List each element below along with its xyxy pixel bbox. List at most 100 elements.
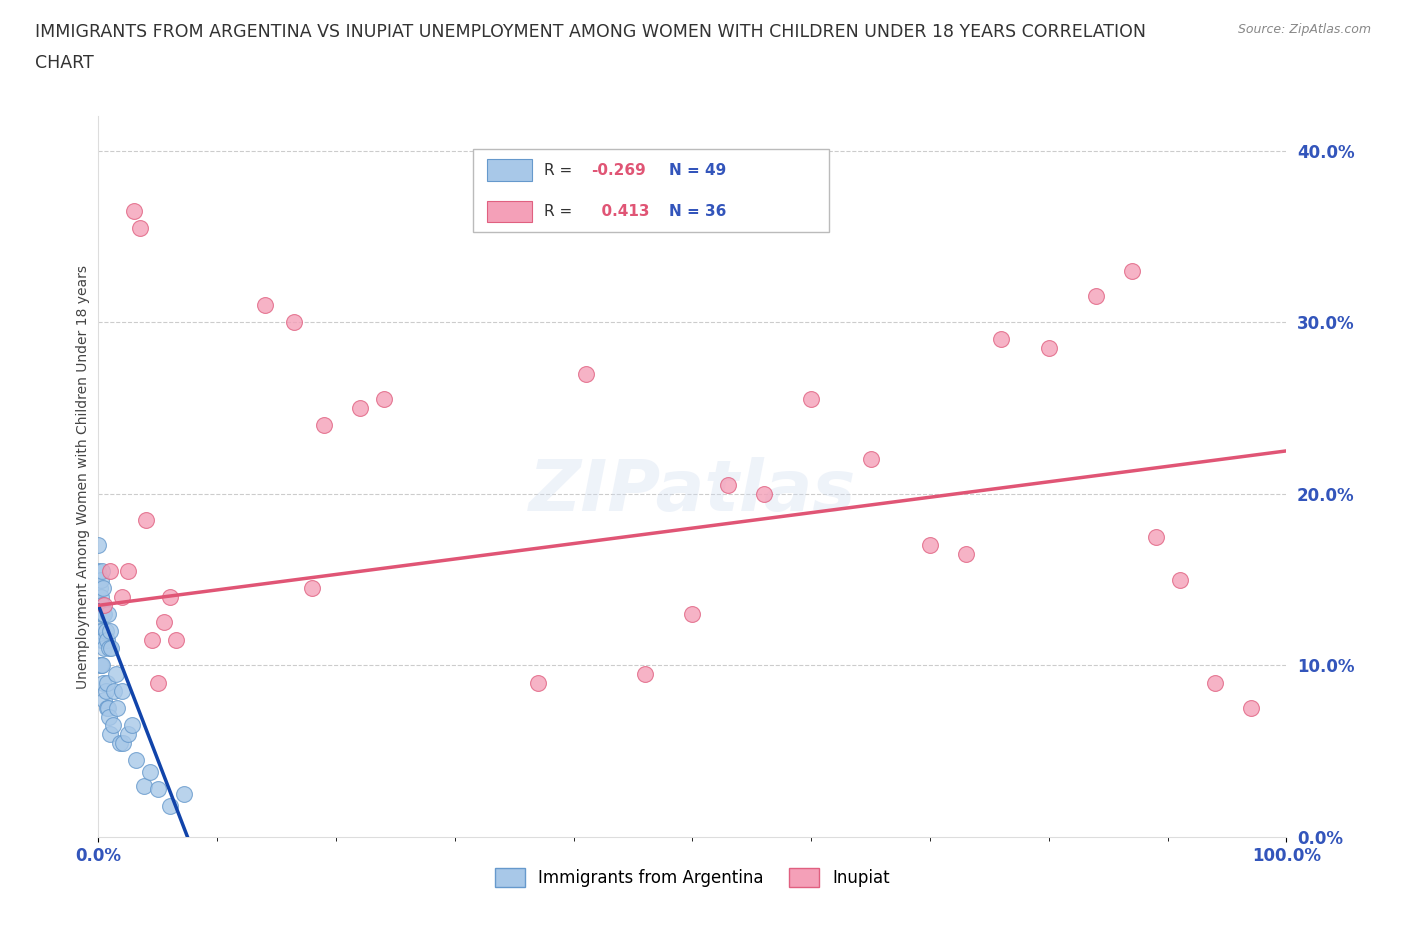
Point — [1144, 529, 1167, 544]
Point — [93, 692, 115, 707]
Point — [349, 401, 371, 416]
Point — [90, 632, 112, 647]
Point — [121, 718, 143, 733]
Point — [98, 641, 121, 656]
Point — [105, 667, 128, 682]
Point — [98, 726, 121, 741]
Point — [93, 606, 115, 621]
Point — [98, 564, 121, 578]
Point — [93, 598, 115, 613]
Point — [96, 701, 118, 716]
Point — [98, 624, 121, 639]
Point — [89, 658, 111, 672]
Point — [89, 598, 111, 613]
Point — [574, 366, 596, 381]
Point — [681, 606, 703, 621]
Point — [800, 392, 823, 406]
Point — [159, 799, 181, 814]
Point — [98, 710, 121, 724]
Point — [129, 220, 152, 235]
Point — [173, 787, 195, 802]
Point — [159, 590, 181, 604]
Point — [97, 701, 120, 716]
Point — [103, 684, 125, 698]
Legend: Immigrants from Argentina, Inupiat: Immigrants from Argentina, Inupiat — [488, 861, 897, 894]
Point — [91, 580, 114, 595]
Point — [91, 658, 114, 672]
Point — [373, 392, 395, 406]
Point — [87, 564, 110, 578]
Point — [100, 641, 122, 656]
Point — [253, 298, 276, 312]
Point — [91, 606, 114, 621]
Text: R =: R = — [544, 163, 572, 178]
Point — [1240, 701, 1263, 716]
Point — [107, 701, 129, 716]
Point — [125, 752, 148, 767]
Point — [283, 314, 305, 329]
Point — [135, 512, 157, 527]
Point — [90, 606, 112, 621]
Point — [87, 538, 110, 552]
Point — [94, 684, 117, 698]
Point — [97, 606, 120, 621]
Point — [117, 564, 139, 578]
Point — [93, 641, 115, 656]
Point — [141, 632, 163, 647]
Point — [111, 590, 134, 604]
Point — [527, 675, 550, 690]
Bar — [486, 160, 531, 181]
Point — [117, 726, 139, 741]
Point — [112, 736, 135, 751]
Point — [132, 778, 155, 793]
Point — [314, 418, 336, 432]
Point — [101, 718, 124, 733]
Text: -0.269: -0.269 — [592, 163, 647, 178]
Point — [90, 658, 112, 672]
Point — [91, 564, 114, 578]
Point — [91, 624, 114, 639]
Point — [90, 590, 112, 604]
Point — [301, 580, 323, 595]
Point — [1168, 572, 1191, 587]
Text: ZIPatlas: ZIPatlas — [529, 457, 856, 525]
Point — [108, 736, 131, 751]
Text: CHART: CHART — [35, 54, 94, 72]
Point — [752, 486, 775, 501]
Text: Source: ZipAtlas.com: Source: ZipAtlas.com — [1237, 23, 1371, 36]
Point — [90, 572, 112, 587]
Bar — [486, 201, 531, 222]
Point — [1085, 289, 1108, 304]
Point — [111, 684, 134, 698]
Text: 0.413: 0.413 — [592, 204, 650, 219]
Point — [146, 675, 169, 690]
Point — [89, 580, 111, 595]
Point — [634, 667, 657, 682]
Point — [920, 538, 942, 552]
Point — [138, 764, 160, 779]
Point — [96, 632, 118, 647]
Point — [165, 632, 187, 647]
Point — [122, 203, 145, 218]
Point — [859, 452, 882, 467]
Point — [717, 478, 740, 493]
Text: N = 36: N = 36 — [669, 204, 725, 219]
Text: R =: R = — [544, 204, 572, 219]
Point — [1204, 675, 1226, 690]
Point — [152, 615, 174, 630]
Point — [1038, 340, 1060, 355]
Point — [91, 675, 114, 690]
Point — [955, 547, 977, 562]
FancyBboxPatch shape — [472, 149, 830, 232]
Text: N = 49: N = 49 — [669, 163, 725, 178]
Point — [91, 632, 114, 647]
Point — [146, 781, 169, 796]
Point — [1121, 263, 1143, 278]
Point — [89, 624, 111, 639]
Text: IMMIGRANTS FROM ARGENTINA VS INUPIAT UNEMPLOYMENT AMONG WOMEN WITH CHILDREN UNDE: IMMIGRANTS FROM ARGENTINA VS INUPIAT UNE… — [35, 23, 1146, 41]
Y-axis label: Unemployment Among Women with Children Under 18 years: Unemployment Among Women with Children U… — [76, 265, 90, 688]
Point — [94, 624, 117, 639]
Point — [990, 332, 1012, 347]
Point — [96, 675, 118, 690]
Point — [91, 598, 114, 613]
